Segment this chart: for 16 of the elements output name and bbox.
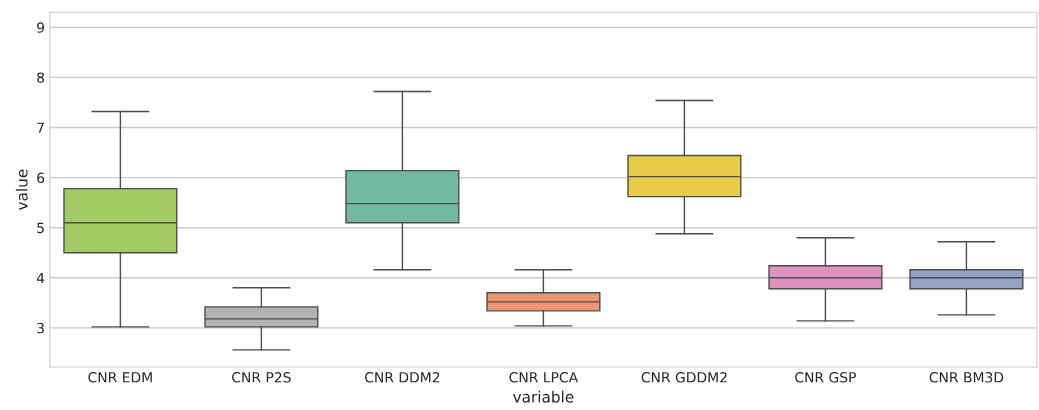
x-axis-title: variable [513,390,574,403]
x-tick-label: CNR GDDM2 [641,372,727,383]
y-tick-label: 9 [37,22,45,33]
y-tick-label: 7 [37,122,44,133]
x-tick-label: CNR LPCA [509,372,579,383]
y-tick-label: 3 [37,322,44,334]
x-tick-label: CNR P2S [232,372,291,383]
x-tick-label: CNR EDM [88,372,152,383]
x-tick-label: CNR GSP [795,372,856,383]
y-tick-label: 4 [36,272,45,284]
x-tick-label: CNR BM3D [929,372,1004,383]
y-axis-title: value [15,169,28,211]
x-tick-label: CNR DDM2 [364,372,440,383]
y-tick-label: 5 [37,222,44,234]
y-tick-label: 6 [37,172,45,184]
y-tick-label: 8 [37,72,45,83]
